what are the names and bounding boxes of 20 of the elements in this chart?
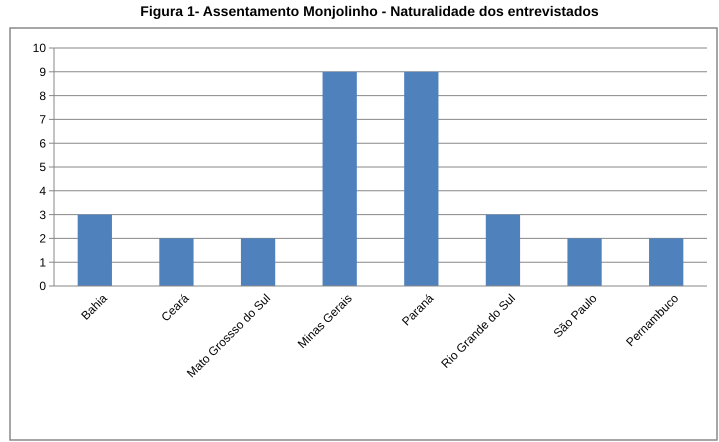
bar [567, 238, 602, 286]
y-tick-label: 0 [39, 279, 46, 294]
bar [159, 238, 194, 286]
bar [78, 214, 112, 286]
bar [322, 72, 357, 286]
y-tick-label: 9 [39, 65, 46, 79]
bar [240, 238, 276, 286]
bar [486, 214, 520, 286]
y-tick-label: 4 [39, 184, 46, 198]
y-tick-label: 6 [39, 136, 46, 150]
bar [404, 72, 438, 286]
y-tick-label: 8 [39, 88, 46, 103]
chart-title: Figura 1- Assentamento Monjolinho - Naturalidade dos entrevistados [140, 3, 599, 19]
y-tick-label: 1 [39, 255, 46, 270]
y-tick-label: 2 [39, 232, 46, 246]
y-tick-label: 7 [39, 112, 46, 127]
y-tick-label: 3 [39, 208, 46, 222]
y-tick-label: 5 [39, 160, 46, 174]
bar [649, 238, 684, 286]
y-tick-label: 10 [32, 41, 46, 56]
